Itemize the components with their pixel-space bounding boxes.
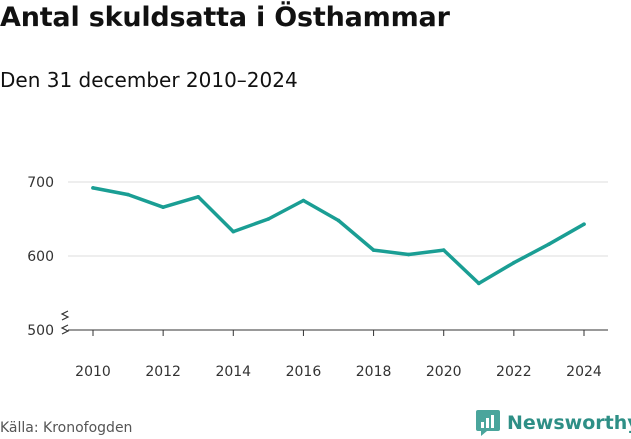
brand-name: Newsworthy — [507, 412, 631, 434]
data-point-2022 — [512, 260, 516, 265]
data-point-2016 — [301, 198, 306, 203]
x-tick-label-2018: 2018 — [356, 364, 392, 380]
x-tick-label-2024: 2024 — [566, 364, 602, 380]
data-point-2010 — [91, 186, 95, 190]
y-tick-label-600: 600 — [27, 249, 54, 265]
data-point-2017 — [336, 218, 341, 223]
line-chart: 500 600 700 2010 2012 2014 2016 2018 2020 2022 202… — [27, 175, 608, 380]
newsworthy-logo-icon — [476, 410, 500, 436]
chart-subtitle: Den 31 december 2010–2024 — [0, 68, 298, 92]
axis-break-marker-top — [60, 310, 70, 321]
data-point-2021 — [476, 281, 481, 286]
x-tick-label-2020: 2020 — [426, 364, 462, 380]
chart-title: Antal skuldsatta i Östhammar — [0, 2, 450, 33]
y-tick-label-700: 700 — [27, 175, 54, 191]
data-point-2020 — [441, 248, 446, 252]
data-point-2023 — [547, 242, 551, 246]
source-note: Källa: Kronofogden — [0, 420, 133, 436]
data-point-2024 — [582, 222, 586, 226]
data-point-2011 — [126, 192, 130, 197]
series-line-0 — [91, 186, 586, 286]
x-tick-label-2016: 2016 — [286, 364, 322, 380]
x-tick-label-2012: 2012 — [145, 364, 181, 380]
axis-break-marker-bottom — [60, 324, 70, 335]
data-point-2012 — [161, 205, 165, 209]
data-point-2019 — [406, 252, 411, 257]
data-point-2013 — [196, 195, 201, 199]
data-point-2014 — [231, 229, 236, 234]
brand-logo: Newsworthy — [475, 409, 631, 437]
y-tick-label-500: 500 — [27, 323, 54, 339]
x-tick-label-2010: 2010 — [75, 364, 111, 380]
data-point-2018 — [371, 248, 376, 252]
x-tick-label-2022: 2022 — [496, 364, 532, 380]
data-point-2015 — [266, 217, 271, 221]
x-tick-label-2014: 2014 — [215, 364, 251, 380]
